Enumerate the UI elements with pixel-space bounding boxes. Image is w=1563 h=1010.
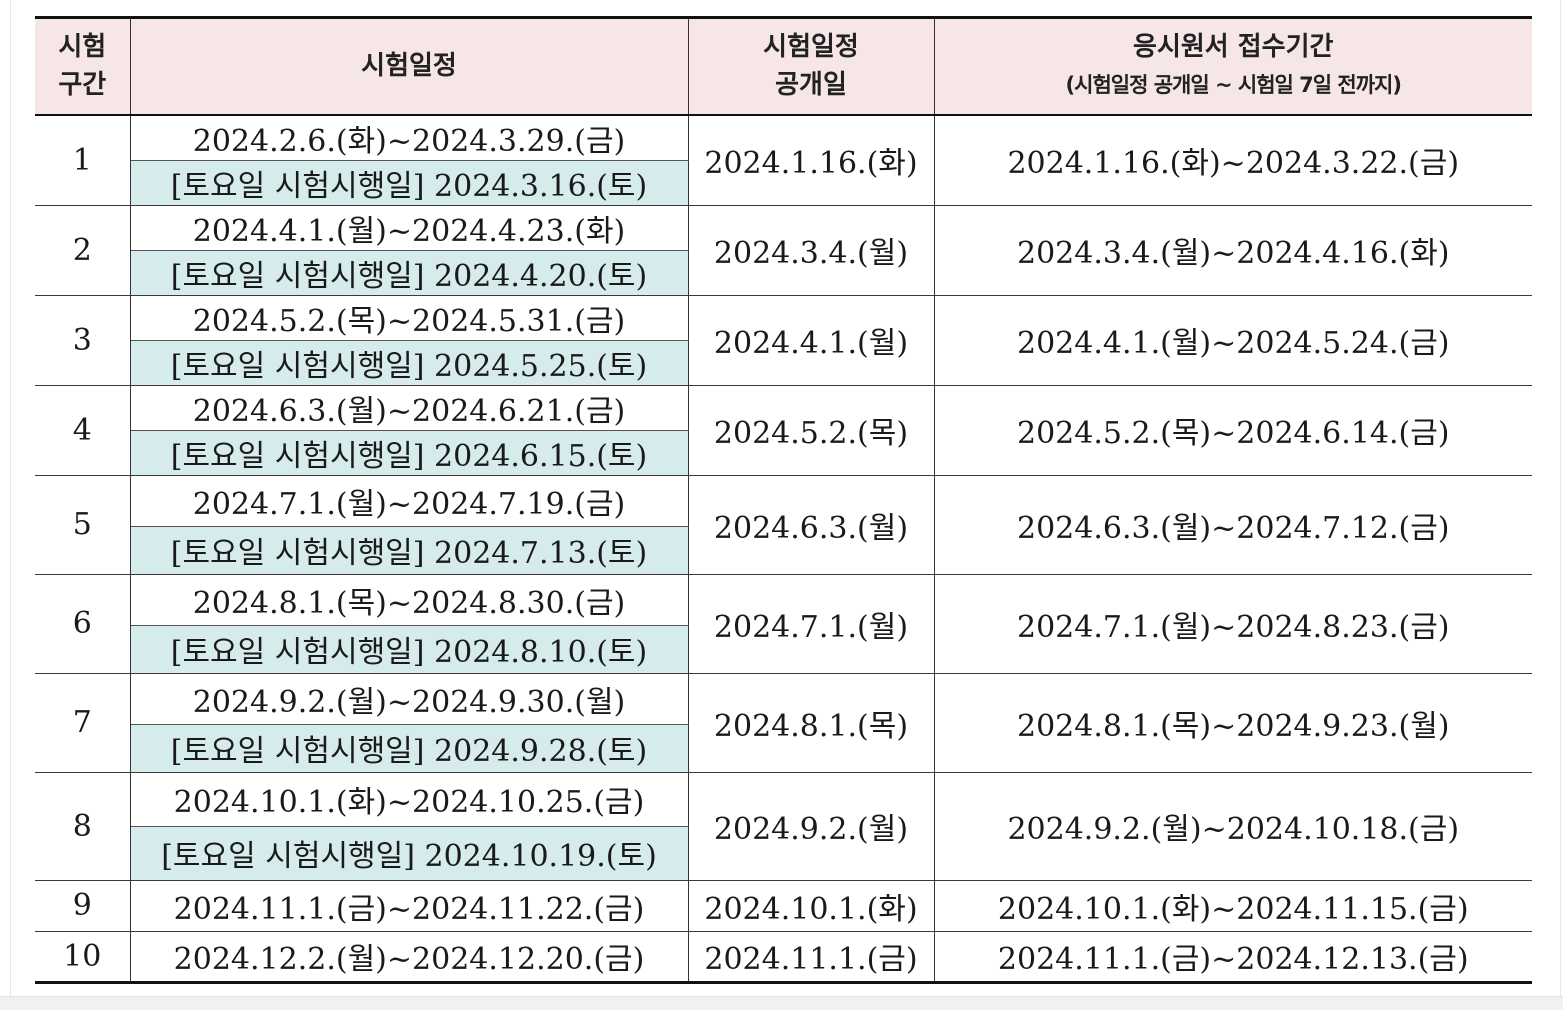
release-date-cell: 2024.3.4.(월) xyxy=(688,205,935,296)
saturday-exam-cell: [토요일 시험시행일] 2024.6.15.(토) xyxy=(130,430,689,476)
table-subrow: [토요일 시험시행일] 2024.4.20.(토) xyxy=(35,250,1532,296)
table-row: 2 2024.4.1.(월)~2024.4.23.(화) 2024.3.4.(월) 2… xyxy=(35,205,1532,296)
release-date-cell: 2024.9.2.(월) xyxy=(688,772,935,881)
table-row: 9 2024.11.1.(금)~2024.11.22.(금) 2024.10.1.(… xyxy=(35,880,1532,932)
table-subrow: [토요일 시험시행일] 2024.3.16.(토) xyxy=(35,160,1532,206)
saturday-exam-cell: [토요일 시험시행일] 2024.5.25.(토) xyxy=(130,340,689,386)
schedule-cell: 2024.7.1.(월)~2024.7.19.(금) xyxy=(130,475,689,527)
release-date-cell: 2024.11.1.(금) xyxy=(688,931,935,984)
release-date-cell: 2024.7.1.(월) xyxy=(688,574,935,674)
saturday-exam-cell: [토요일 시험시행일] 2024.8.10.(토) xyxy=(130,625,689,674)
schedule-cell: 2024.4.1.(월)~2024.4.23.(화) xyxy=(130,205,689,251)
saturday-exam-cell: [토요일 시험시행일] 2024.7.13.(토) xyxy=(130,526,689,575)
saturday-exam-cell: [토요일 시험시행일] 2024.10.19.(토) xyxy=(130,826,689,881)
table-row: 7 2024.9.2.(월)~2024.9.30.(월) 2024.8.1.(목) 2… xyxy=(35,673,1532,773)
apply-period-cell: 2024.3.4.(월)~2024.4.16.(화) xyxy=(934,205,1532,296)
header-release-line1: 시험일정 xyxy=(763,32,859,63)
period-cell: 6 xyxy=(35,574,131,674)
header-period: 시험 구간 xyxy=(35,16,131,116)
release-date-cell: 2024.1.16.(화) xyxy=(688,114,935,206)
table-subrow: [토요일 시험시행일] 2024.8.10.(토) xyxy=(35,625,1532,674)
period-cell: 7 xyxy=(35,673,131,773)
schedule-cell: 2024.10.1.(화)~2024.10.25.(금) xyxy=(130,772,689,827)
table-header-row: 시험 구간 시험일정 시험일정 공개일 응시원서 접수기간 (시험일정 공개일 … xyxy=(35,16,1532,116)
table-row: 8 2024.10.1.(화)~2024.10.25.(금) 2024.9.2.(월… xyxy=(35,772,1532,881)
apply-period-cell: 2024.10.1.(화)~2024.11.15.(금) xyxy=(934,880,1532,932)
header-release-line2: 공개일 xyxy=(775,70,847,101)
period-cell: 2 xyxy=(35,205,131,296)
period-cell: 5 xyxy=(35,475,131,575)
apply-period-cell: 2024.7.1.(월)~2024.8.23.(금) xyxy=(934,574,1532,674)
apply-period-cell: 2024.9.2.(월)~2024.10.18.(금) xyxy=(934,772,1532,881)
header-period-line1: 시험 xyxy=(58,32,107,63)
exam-schedule-table: 시험 구간 시험일정 시험일정 공개일 응시원서 접수기간 (시험일정 공개일 … xyxy=(35,16,1532,984)
apply-period-cell: 2024.6.3.(월)~2024.7.12.(금) xyxy=(934,475,1532,575)
bottom-scroll-bar xyxy=(0,996,1563,1010)
table-row: 5 2024.7.1.(월)~2024.7.19.(금) 2024.6.3.(월) 2… xyxy=(35,475,1532,575)
period-cell: 1 xyxy=(35,114,131,206)
saturday-exam-cell: [토요일 시험시행일] 2024.4.20.(토) xyxy=(130,250,689,296)
table-row: 1 2024.2.6.(화)~2024.3.29.(금) 2024.1.16.(화)… xyxy=(35,114,1532,206)
schedule-cell: 2024.11.1.(금)~2024.11.22.(금) xyxy=(130,880,689,932)
saturday-exam-cell: [토요일 시험시행일] 2024.9.28.(토) xyxy=(130,724,689,773)
release-date-cell: 2024.10.1.(화) xyxy=(688,880,935,932)
period-cell: 4 xyxy=(35,385,131,476)
release-date-cell: 2024.5.2.(목) xyxy=(688,385,935,476)
header-apply: 응시원서 접수기간 (시험일정 공개일 ~ 시험일 7일 전까지) xyxy=(934,16,1532,116)
apply-period-cell: 2024.11.1.(금)~2024.12.13.(금) xyxy=(934,931,1532,984)
header-period-line2: 구간 xyxy=(58,70,107,101)
header-apply-line2: (시험일정 공개일 ~ 시험일 7일 전까지) xyxy=(1065,73,1402,98)
schedule-cell: 2024.6.3.(월)~2024.6.21.(금) xyxy=(130,385,689,431)
table-subrow: [토요일 시험시행일] 2024.10.19.(토) xyxy=(35,826,1532,881)
schedule-cell: 2024.2.6.(화)~2024.3.29.(금) xyxy=(130,114,689,161)
period-cell: 8 xyxy=(35,772,131,881)
schedule-cell: 2024.9.2.(월)~2024.9.30.(월) xyxy=(130,673,689,725)
header-apply-line1: 응시원서 접수기간 xyxy=(1133,32,1334,63)
table-subrow: [토요일 시험시행일] 2024.7.13.(토) xyxy=(35,526,1532,575)
period-cell: 9 xyxy=(35,880,131,932)
apply-period-cell: 2024.5.2.(목)~2024.6.14.(금) xyxy=(934,385,1532,476)
schedule-cell: 2024.12.2.(월)~2024.12.20.(금) xyxy=(130,931,689,984)
apply-period-cell: 2024.1.16.(화)~2024.3.22.(금) xyxy=(934,114,1532,206)
header-schedule: 시험일정 xyxy=(130,16,689,116)
release-date-cell: 2024.8.1.(목) xyxy=(688,673,935,773)
header-release: 시험일정 공개일 xyxy=(688,16,935,116)
release-date-cell: 2024.4.1.(월) xyxy=(688,295,935,386)
table-subrow: [토요일 시험시행일] 2024.9.28.(토) xyxy=(35,724,1532,773)
release-date-cell: 2024.6.3.(월) xyxy=(688,475,935,575)
period-cell: 10 xyxy=(35,931,131,984)
table-subrow: [토요일 시험시행일] 2024.5.25.(토) xyxy=(35,340,1532,386)
table-row: 6 2024.8.1.(목)~2024.8.30.(금) 2024.7.1.(월) 2… xyxy=(35,574,1532,674)
table-row: 4 2024.6.3.(월)~2024.6.21.(금) 2024.5.2.(목) 2… xyxy=(35,385,1532,476)
schedule-cell: 2024.8.1.(목)~2024.8.30.(금) xyxy=(130,574,689,626)
period-cell: 3 xyxy=(35,295,131,386)
saturday-exam-cell: [토요일 시험시행일] 2024.3.16.(토) xyxy=(130,160,689,206)
table-row: 3 2024.5.2.(목)~2024.5.31.(금) 2024.4.1.(월) 2… xyxy=(35,295,1532,386)
apply-period-cell: 2024.4.1.(월)~2024.5.24.(금) xyxy=(934,295,1532,386)
table-row: 10 2024.12.2.(월)~2024.12.20.(금) 2024.11.1.… xyxy=(35,931,1532,984)
schedule-cell: 2024.5.2.(목)~2024.5.31.(금) xyxy=(130,295,689,341)
apply-period-cell: 2024.8.1.(목)~2024.9.23.(월) xyxy=(934,673,1532,773)
table-subrow: [토요일 시험시행일] 2024.6.15.(토) xyxy=(35,430,1532,476)
